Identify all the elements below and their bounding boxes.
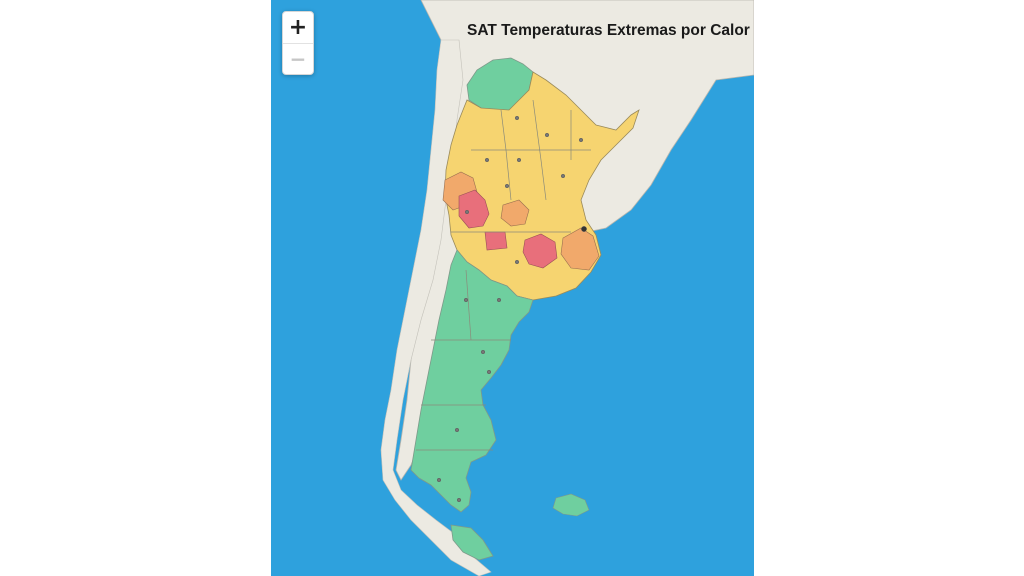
region-rojo-mendoza[interactable] — [458, 189, 490, 229]
region-verde-tierra-del-fuego[interactable] — [450, 524, 494, 561]
map-title: SAT Temperaturas Extremas por Calor — [467, 22, 750, 39]
province-borders — [416, 99, 591, 451]
map-canvas[interactable] — [271, 0, 754, 576]
islas-malvinas — [552, 493, 590, 517]
zoom-control: + − — [282, 11, 314, 75]
region-naranja-sanluis[interactable] — [500, 199, 530, 227]
map-container[interactable]: SAT Temperaturas Extremas por Calor + − — [271, 0, 754, 576]
chile-land — [380, 39, 492, 576]
region-rojo-lapampa[interactable] — [484, 231, 508, 251]
city-markers — [436, 115, 587, 503]
region-rojo-bsas[interactable] — [522, 233, 558, 269]
zoom-in-button[interactable]: + — [283, 12, 313, 44]
zoom-out-button[interactable]: − — [289, 47, 307, 71]
